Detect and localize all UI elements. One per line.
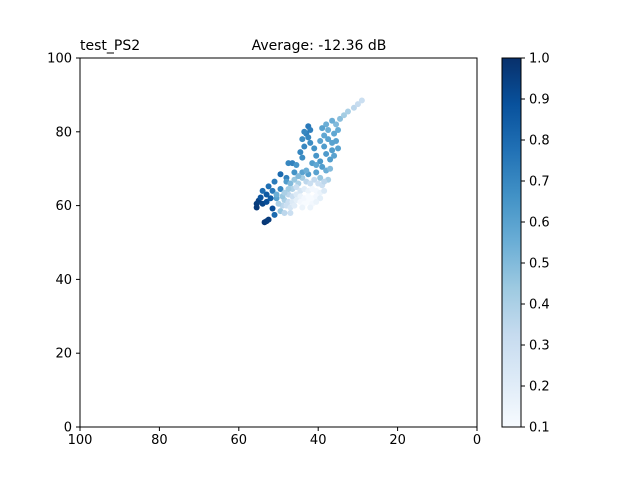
scatter-point bbox=[331, 153, 337, 159]
scatter-point bbox=[266, 217, 272, 223]
scatter-point bbox=[307, 204, 313, 210]
y-tick-label: 0 bbox=[64, 421, 72, 436]
scatter-point bbox=[281, 210, 287, 216]
colorbar-tick-label: 0.6 bbox=[529, 216, 550, 231]
scatter-point bbox=[333, 138, 339, 144]
scatter-point bbox=[272, 212, 278, 218]
scatter-point bbox=[321, 179, 327, 185]
colorbar bbox=[502, 58, 521, 427]
scatter-point bbox=[311, 145, 317, 151]
scatter-point bbox=[301, 129, 307, 135]
scatter-point bbox=[258, 194, 264, 200]
x-tick-label: 60 bbox=[231, 433, 248, 448]
scatter-point bbox=[359, 97, 365, 103]
scatter-point bbox=[274, 192, 280, 198]
scatter-point bbox=[277, 171, 283, 177]
scatter-point bbox=[313, 169, 319, 175]
scatter-point bbox=[313, 162, 319, 168]
scatter-point bbox=[307, 140, 313, 146]
x-tick-label: 80 bbox=[151, 433, 168, 448]
scatter-point bbox=[285, 186, 291, 192]
y-tick-label: 100 bbox=[47, 52, 72, 67]
scatter-point bbox=[295, 173, 301, 179]
scatter-point bbox=[321, 188, 327, 194]
colorbar-tick-label: 0.9 bbox=[529, 93, 550, 108]
y-tick-label: 80 bbox=[55, 125, 72, 140]
scatter-point bbox=[329, 118, 335, 124]
scatter-point bbox=[317, 138, 323, 144]
x-tick-label: 20 bbox=[389, 433, 406, 448]
scatter-points bbox=[254, 97, 365, 225]
scatter-point bbox=[313, 153, 319, 159]
scatter-point bbox=[260, 188, 266, 194]
scatter-point bbox=[327, 166, 333, 172]
plot-area-frame bbox=[80, 58, 477, 427]
scatter-point bbox=[270, 206, 276, 212]
scatter-point bbox=[297, 149, 303, 155]
scatter-point bbox=[345, 109, 351, 115]
scatter-point bbox=[272, 179, 278, 185]
scatter-point bbox=[307, 127, 313, 133]
scatter-point bbox=[301, 144, 307, 150]
scatter-point bbox=[329, 147, 335, 153]
scatter-point bbox=[299, 136, 305, 142]
scatter-point bbox=[321, 144, 327, 150]
colorbar-tick-label: 0.5 bbox=[529, 257, 550, 272]
x-axis: 100 80 60 40 20 0 bbox=[68, 427, 482, 448]
y-tick-label: 60 bbox=[55, 199, 72, 214]
scatter-point bbox=[299, 204, 305, 210]
y-axis: 0 20 40 60 80 100 bbox=[47, 52, 80, 436]
colorbar-tick-label: 0.8 bbox=[529, 134, 550, 149]
colorbar-tick-label: 0.1 bbox=[529, 421, 550, 436]
scatter-point bbox=[319, 125, 325, 131]
colorbar-tick-label: 0.7 bbox=[529, 175, 550, 190]
colorbar-axis: 0.1 0.2 0.3 0.4 0.5 0.6 0.7 0.8 0.9 1.0 bbox=[521, 52, 550, 436]
x-tick-label: 0 bbox=[473, 433, 481, 448]
scatter-point bbox=[335, 127, 341, 133]
x-tick-label: 40 bbox=[310, 433, 327, 448]
scatter-point bbox=[313, 199, 319, 205]
colorbar-tick-label: 0.2 bbox=[529, 380, 550, 395]
colorbar-tick-label: 0.4 bbox=[529, 298, 550, 313]
scatter-point bbox=[325, 127, 331, 133]
scatter-point bbox=[291, 203, 297, 209]
scatter-point bbox=[321, 132, 327, 138]
y-tick-label: 20 bbox=[55, 347, 72, 362]
scatter-point bbox=[268, 195, 274, 201]
scatter-point bbox=[305, 134, 311, 140]
colorbar-tick-label: 1.0 bbox=[529, 52, 550, 67]
scatter-point bbox=[323, 151, 329, 157]
scatter-point bbox=[303, 168, 309, 174]
chart-title: Average: -12.36 dB bbox=[252, 38, 387, 54]
scatter-point bbox=[293, 162, 299, 168]
scatter-point bbox=[287, 210, 293, 216]
colorbar-tick-label: 0.3 bbox=[529, 339, 550, 354]
scatter-point bbox=[335, 145, 341, 151]
scatter-point bbox=[276, 201, 282, 207]
scatter-point bbox=[299, 155, 305, 161]
y-tick-label: 40 bbox=[55, 273, 72, 288]
chart-left-title: test_PS2 bbox=[80, 38, 140, 54]
